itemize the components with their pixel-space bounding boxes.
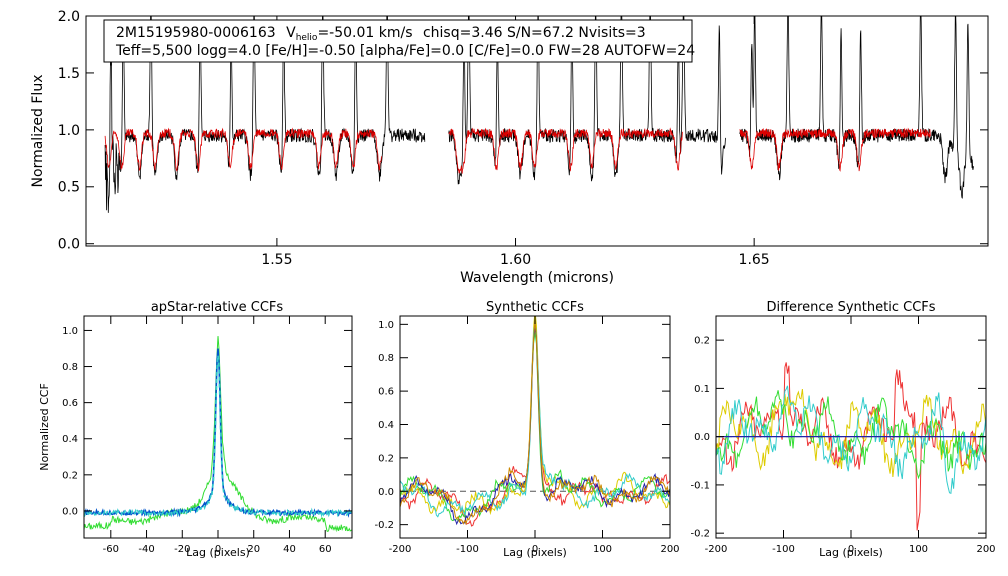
- spectrum-series-model-chip-3: [739, 127, 931, 172]
- ccf-synthetic-series-s1: [400, 322, 670, 527]
- annotation-line-1: 2M15195980-0006163 Vhelio=-50.01 km/s ch…: [116, 25, 646, 43]
- spectrum-series-observed-chip-2: [448, 16, 726, 185]
- ccf-apstar-series-visit-2: [84, 348, 352, 518]
- ccf-apstar-ylabel: Normalized CCF: [38, 383, 51, 471]
- ccf-synthetic-ytick-label: 1.0: [378, 320, 394, 331]
- spectrum-ytick-label: 0.5: [58, 180, 80, 196]
- ccf-synthetic-xtick-label: 100: [593, 544, 612, 555]
- ccf-difference-xtick-label: 200: [976, 544, 995, 555]
- annotation-vhelio-value: =-50.01 km/s: [317, 25, 412, 41]
- ccf-apstar-xlabel: Lag (pixels): [186, 546, 250, 559]
- spectrum-ytick-label: 1.5: [58, 66, 80, 82]
- ccf-apstar-series-visit-3: [84, 355, 352, 518]
- ccf-apstar-xtick-label: -40: [138, 544, 154, 555]
- ccf-apstar-axes: -60 -40 -20 0 20 40 60 0.0 0.2 0.4 0.6 0.8 1.0: [62, 316, 352, 555]
- ccf-difference-series-d1: [716, 362, 986, 531]
- spectrum-ytick-label: 2.0: [58, 9, 80, 25]
- ccf-apstar-plot-area: [84, 336, 352, 533]
- ccf-synthetic-series-s2: [400, 316, 670, 516]
- spectrum-ytick-label: 0.0: [58, 237, 80, 253]
- spectrum-panel: 1.55 1.60 1.65 0.0 0.5 1.0 1.5 2.0 Wavelength (…: [30, 9, 989, 286]
- ccf-difference-xlabel: Lag (pixels): [819, 546, 883, 559]
- ccf-synthetic-ytick-label: -0.2: [374, 520, 394, 531]
- ccf-apstar-title: apStar-relative CCFs: [151, 300, 284, 315]
- spectrum-ylabel: Normalized Flux: [30, 75, 46, 188]
- ccf-difference-xtick-label: 100: [909, 544, 928, 555]
- annotation-star-id: 2M15195980-0006163: [116, 25, 276, 41]
- ccf-apstar-ytick-label: 0.0: [62, 506, 78, 517]
- annotation-vhelio-label: V: [286, 25, 296, 41]
- ccf-synthetic-series-s6: [400, 319, 670, 526]
- annotation-box: [103, 19, 693, 63]
- ccf-difference-axes: -200 -100 0 100 200 -0.2 -0.1 0.0 0.1 0.2: [690, 316, 996, 555]
- ccf-apstar-xtick-label: -20: [174, 544, 190, 555]
- spectrum-axes: 1.55 1.60 1.65 0.0 0.5 1.0 1.5 2.0: [58, 9, 988, 268]
- ccf-difference-ytick-label: 0.0: [694, 432, 710, 443]
- ccf-apstar-ytick-label: 0.4: [62, 434, 78, 445]
- ccf-difference-ytick-label: -0.2: [690, 529, 710, 540]
- ccf-difference-xtick-label: -200: [705, 544, 728, 555]
- ccf-synthetic-panel: Synthetic CCFs -200 -100 0 100 200 -0.2 0.0 0.2…: [374, 300, 679, 559]
- ccf-difference-xtick-label: -100: [772, 544, 795, 555]
- ccf-synthetic-title: Synthetic CCFs: [486, 300, 584, 315]
- spectrum-xtick-label: 1.65: [739, 252, 770, 268]
- spectrum-xtick-label: 1.55: [261, 252, 292, 268]
- ccf-apstar-xtick-label: 60: [319, 544, 332, 555]
- ccf-synthetic-xtick-label: 0: [532, 544, 538, 555]
- ccf-synthetic-series-s4: [400, 322, 670, 518]
- ccf-synthetic-ytick-label: 0.8: [378, 353, 394, 364]
- spectrum-xlabel: Wavelength (microns): [460, 270, 614, 286]
- annotation-stats: chisq=3.46 S/N=67.2 Nvisits=3: [423, 25, 646, 41]
- ccf-synthetic-axes: -200 -100 0 100 200 -0.2 0.0 0.2 0.4 0.6 0.8 1.0: [374, 316, 680, 555]
- ccf-apstar-ytick-label: 1.0: [62, 326, 78, 337]
- ccf-apstar-series-visit-1: [84, 336, 352, 533]
- ccf-synthetic-ytick-label: 0.0: [378, 487, 394, 498]
- ccf-apstar-xtick-label: 0: [215, 544, 221, 555]
- spectrum-xtick-label: 1.60: [500, 252, 531, 268]
- ccf-synthetic-ytick-label: 0.6: [378, 387, 394, 398]
- ccf-difference-panel: Difference Synthetic CCFs -200 -100 0 100 20…: [690, 300, 995, 559]
- ccf-difference-ytick-label: -0.1: [690, 480, 710, 491]
- ccf-synthetic-xlabel: Lag (pixels): [503, 546, 567, 559]
- ccf-difference-series-d4: [716, 385, 986, 494]
- ccf-apstar-xtick-label: 40: [283, 544, 296, 555]
- ccf-synthetic-ytick-label: 0.4: [378, 420, 394, 431]
- spectrum-frame: [85, 15, 989, 247]
- ccf-difference-plot-area: [716, 362, 986, 531]
- ccf-synthetic-ytick-label: 0.2: [378, 453, 394, 464]
- ccf-apstar-ytick-label: 0.2: [62, 470, 78, 481]
- spectrum-series-observed-chip-3: [739, 16, 975, 199]
- spectrum-plot-area: [104, 16, 975, 213]
- ccf-apstar-xtick-label: 20: [247, 544, 260, 555]
- annotation-vhelio-sub: helio: [296, 33, 318, 43]
- ccf-synthetic-xtick-label: -100: [456, 544, 479, 555]
- ccf-apstar-panel: apStar-relative CCFs -60 -40 -20 0 20 40 60 0.0…: [38, 300, 353, 559]
- ccf-difference-xtick-label: 0: [848, 544, 854, 555]
- spectrum-series-model-chip-2: [448, 127, 683, 174]
- ccf-difference-ytick-label: 0.2: [694, 336, 710, 347]
- ccf-difference-title: Difference Synthetic CCFs: [766, 300, 935, 315]
- annotation-line-2: Teff=5,500 logg=4.0 [Fe/H]=-0.50 [alpha/…: [115, 43, 695, 59]
- ccf-synthetic-plot-area: [400, 316, 670, 527]
- ccf-apstar-ytick-label: 0.6: [62, 398, 78, 409]
- ccf-synthetic-xtick-label: -200: [389, 544, 412, 555]
- ccf-difference-ytick-label: 0.1: [694, 384, 710, 395]
- ccf-synthetic-xtick-label: 200: [660, 544, 679, 555]
- spectrum-series-model-chip-1: [104, 127, 382, 172]
- ccf-apstar-xtick-label: -60: [103, 544, 119, 555]
- ccf-apstar-ytick-label: 0.8: [62, 362, 78, 373]
- spectrum-ytick-label: 1.0: [58, 123, 80, 139]
